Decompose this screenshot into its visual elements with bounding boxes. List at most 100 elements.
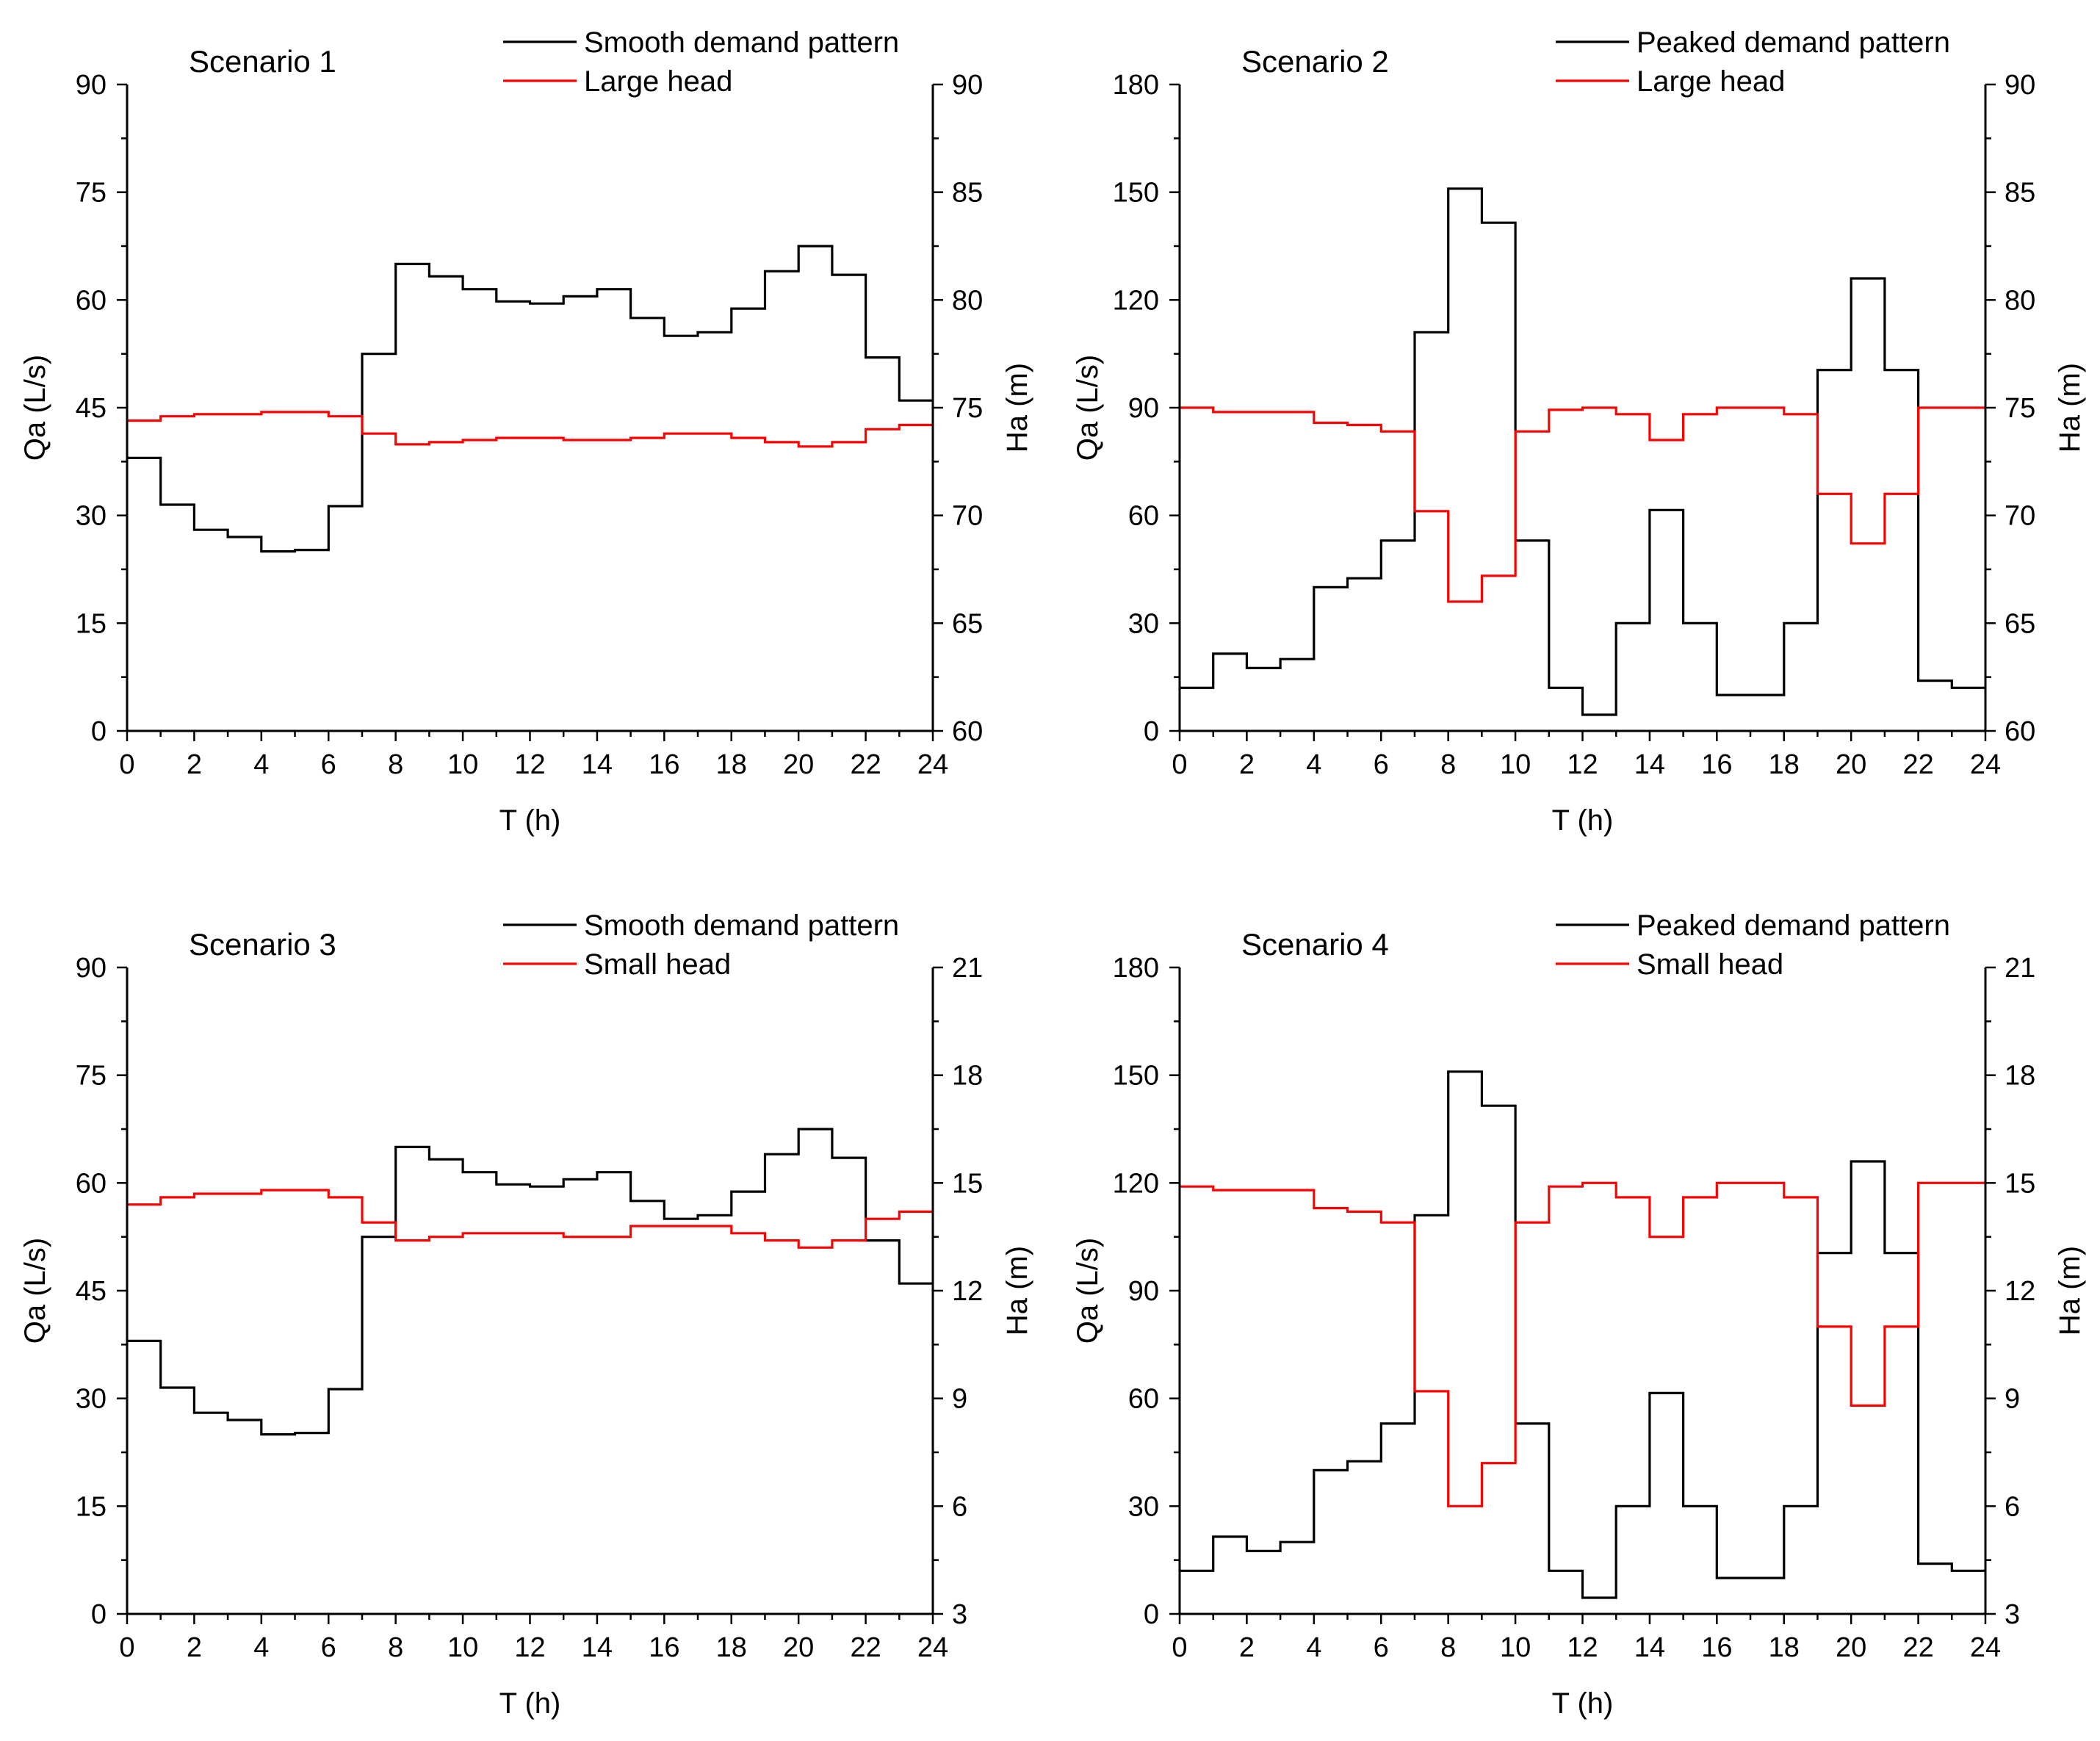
y-tick-label: 45 (76, 1276, 107, 1307)
x-tick-label: 10 (447, 749, 478, 780)
legend-entry: Smooth demand pattern (584, 909, 899, 942)
x-tick-label: 2 (187, 749, 202, 780)
y-tick-label: 180 (1113, 70, 1159, 101)
y2-tick-label: 75 (952, 393, 983, 424)
y-tick-label: 0 (1144, 716, 1159, 747)
series-line-head (127, 1189, 933, 1249)
y2-axis-title: Ha (m) (2054, 1246, 2086, 1336)
x-tick-label: 8 (388, 749, 403, 780)
x-tick-label: 22 (1902, 749, 1933, 780)
y-tick-label: 60 (1128, 501, 1159, 532)
y-tick-label: 90 (76, 70, 107, 101)
legend-entry: Peaked demand pattern (1637, 909, 1950, 942)
legend-entry: Large head (584, 65, 732, 98)
y2-tick-label: 65 (952, 608, 983, 639)
y2-tick-label: 85 (2005, 178, 2035, 209)
y2-tick-label: 70 (2005, 501, 2035, 532)
y2-tick-label: 15 (952, 1168, 983, 1199)
x-axis-title: T (h) (1552, 804, 1614, 837)
y-tick-label: 15 (76, 1491, 107, 1522)
y2-tick-label: 90 (952, 70, 983, 101)
y2-tick-label: 9 (2005, 1384, 2020, 1415)
y2-tick-label: 80 (2005, 285, 2035, 316)
x-tick-label: 10 (447, 1632, 478, 1663)
y2-tick-label: 60 (2005, 716, 2035, 747)
x-tick-label: 8 (1440, 1632, 1456, 1663)
y-tick-label: 30 (1128, 1491, 1159, 1522)
y-tick-label: 0 (91, 1599, 107, 1630)
y2-tick-label: 12 (2005, 1276, 2035, 1307)
y-tick-label: 75 (76, 1061, 107, 1092)
y2-tick-label: 60 (952, 716, 983, 747)
x-tick-label: 8 (1440, 749, 1456, 780)
y-tick-label: 180 (1113, 953, 1159, 984)
x-tick-label: 10 (1500, 1632, 1531, 1663)
x-tick-label: 14 (582, 749, 613, 780)
x-tick-label: 12 (1567, 1632, 1598, 1663)
panel-title: Scenario 4 (1241, 927, 1389, 962)
y-tick-label: 150 (1113, 178, 1159, 209)
x-tick-label: 4 (253, 749, 269, 780)
y-tick-label: 90 (76, 953, 107, 984)
y2-tick-label: 15 (2005, 1168, 2035, 1199)
y-axis-title: Qa (L/s) (1072, 355, 1104, 461)
y-tick-label: 30 (76, 1384, 107, 1415)
x-tick-label: 6 (321, 749, 336, 780)
x-tick-label: 20 (783, 749, 814, 780)
y2-tick-label: 3 (2005, 1599, 2020, 1630)
y-tick-label: 60 (1128, 1384, 1159, 1415)
x-tick-label: 0 (119, 1632, 134, 1663)
legend-entry: Large head (1637, 65, 1785, 98)
x-tick-label: 18 (1769, 1632, 1800, 1663)
x-tick-label: 4 (1306, 749, 1321, 780)
panel-title: Scenario 1 (189, 44, 336, 79)
x-axis-title: T (h) (1552, 1687, 1614, 1720)
legend-entry: Smooth demand pattern (584, 26, 899, 59)
y2-tick-label: 12 (952, 1276, 983, 1307)
x-tick-label: 18 (716, 749, 747, 780)
x-tick-label: 6 (321, 1632, 336, 1663)
y2-tick-label: 80 (952, 285, 983, 316)
y2-tick-label: 70 (952, 501, 983, 532)
y-tick-label: 0 (1144, 1599, 1159, 1630)
x-tick-label: 0 (1172, 749, 1187, 780)
x-tick-label: 10 (1500, 749, 1531, 780)
y2-tick-label: 21 (952, 953, 983, 984)
y2-tick-label: 85 (952, 178, 983, 209)
x-tick-label: 24 (917, 749, 948, 780)
x-tick-label: 16 (1701, 1632, 1732, 1663)
y2-tick-label: 6 (2005, 1491, 2020, 1522)
x-tick-label: 2 (1239, 1632, 1255, 1663)
y-axis-title: Qa (L/s) (1072, 1238, 1104, 1344)
legend-entry: Small head (1637, 948, 1783, 981)
x-tick-label: 2 (187, 1632, 202, 1663)
x-axis-title: T (h) (499, 1687, 561, 1720)
x-tick-label: 4 (1306, 1632, 1321, 1663)
y-tick-label: 120 (1113, 285, 1159, 316)
y2-tick-label: 9 (952, 1384, 967, 1415)
y2-tick-label: 75 (2005, 393, 2035, 424)
y-tick-label: 150 (1113, 1061, 1159, 1092)
x-tick-label: 24 (917, 1632, 948, 1663)
x-tick-label: 16 (649, 749, 679, 780)
x-tick-label: 24 (1970, 1632, 2001, 1663)
chart-panel-3: 0 2 4 6 8 10 12 14 16 18 20 22 240153045607590369121… (19, 909, 1033, 1720)
panel-title: Scenario 2 (1241, 44, 1389, 79)
x-tick-label: 16 (649, 1632, 679, 1663)
y2-tick-label: 18 (952, 1061, 983, 1092)
x-tick-label: 22 (850, 1632, 881, 1663)
x-tick-label: 0 (119, 749, 134, 780)
x-tick-label: 24 (1970, 749, 2001, 780)
x-tick-label: 8 (388, 1632, 403, 1663)
y-tick-label: 120 (1113, 1168, 1159, 1199)
x-tick-label: 20 (783, 1632, 814, 1663)
y-tick-label: 60 (76, 1168, 107, 1199)
y2-axis-title: Ha (m) (2054, 363, 2086, 453)
y-axis-title: Qa (L/s) (19, 355, 51, 461)
x-tick-label: 16 (1701, 749, 1732, 780)
y-tick-label: 30 (76, 501, 107, 532)
x-tick-label: 20 (1836, 749, 1866, 780)
y-axis-title: Qa (L/s) (19, 1238, 51, 1344)
x-tick-label: 4 (253, 1632, 269, 1663)
